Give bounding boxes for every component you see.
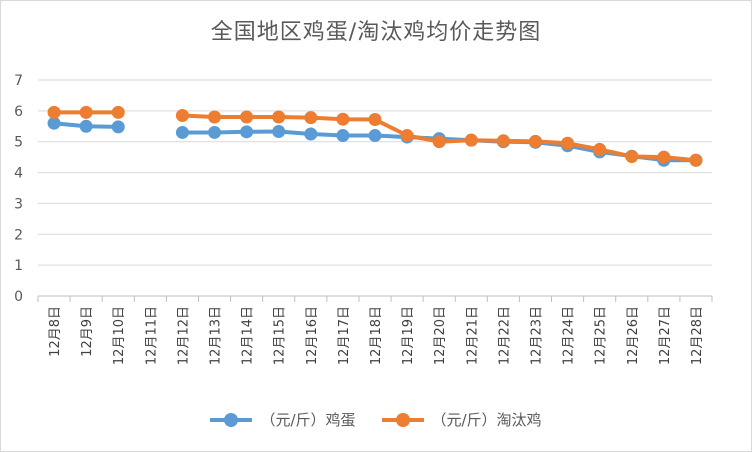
data-point (272, 125, 286, 139)
x-axis: 12月8日 12月9日 12月10日 12月11日 12月12日 12月13日 12月14日… (37, 296, 713, 365)
data-point (175, 108, 189, 122)
x-tick-label: 12月17日 (337, 306, 352, 365)
data-point (240, 125, 254, 139)
x-tick-label: 12月15日 (273, 306, 288, 365)
legend: （元/斤）鸡蛋 （元/斤）淘汰鸡 (0, 409, 752, 430)
y-axis: 0 1 2 3 4 5 6 7 (14, 73, 23, 305)
x-tick-label: 12月21日 (465, 306, 480, 365)
y-tick-label: 7 (14, 73, 23, 89)
chart-title: 全国地区鸡蛋/淘汰鸡均价走势图 (210, 20, 542, 45)
gridlines (38, 79, 712, 297)
data-point (336, 112, 350, 126)
x-tick-label: 12月14日 (241, 306, 256, 365)
x-tick-label: 12月8日 (48, 306, 63, 357)
x-tick-label: 12月11日 (144, 306, 159, 365)
x-tick-label: 12月25日 (594, 306, 609, 365)
data-point (625, 150, 639, 164)
data-point (432, 135, 446, 149)
legend-item-hens: （元/斤）淘汰鸡 (381, 409, 542, 430)
x-tick-label: 12月23日 (529, 306, 544, 365)
x-tick-label: 12月12日 (176, 306, 191, 365)
data-point (304, 111, 318, 125)
x-tick-label: 12月19日 (401, 306, 416, 365)
data-point (111, 120, 125, 134)
data-point (47, 105, 61, 119)
y-tick-label: 1 (14, 258, 23, 274)
data-point (304, 127, 318, 141)
legend-marker-hens (381, 412, 424, 427)
x-tick-label: 12月9日 (80, 306, 95, 357)
data-point (368, 129, 382, 143)
data-point (79, 119, 93, 133)
data-point (657, 150, 671, 164)
data-point (561, 136, 575, 150)
x-tick-label: 12月16日 (305, 306, 320, 365)
x-tick-label: 12月27日 (658, 306, 673, 365)
data-point (208, 110, 222, 124)
y-tick-label: 0 (14, 289, 23, 305)
y-tick-label: 6 (14, 104, 23, 120)
series-layer (47, 105, 703, 167)
data-point (208, 125, 222, 139)
y-tick-label: 5 (14, 135, 23, 151)
data-point (336, 129, 350, 143)
x-tick-label: 12月28日 (690, 306, 705, 365)
x-tick-label: 12月10日 (112, 306, 127, 365)
data-point (111, 105, 125, 119)
legend-label-eggs: （元/斤）鸡蛋 (260, 411, 356, 429)
data-point (496, 134, 510, 148)
data-point (79, 105, 93, 119)
data-point (400, 129, 414, 143)
y-tick-label: 4 (14, 166, 23, 182)
data-point (240, 110, 254, 124)
legend-marker-eggs (210, 412, 253, 427)
y-tick-label: 2 (14, 227, 23, 243)
x-tick-label: 12月20日 (433, 306, 448, 365)
data-point (528, 134, 542, 148)
data-point (175, 125, 189, 139)
x-tick-label: 12月24日 (562, 306, 577, 365)
x-tick-label: 12月13日 (209, 306, 224, 365)
data-point (272, 110, 286, 124)
x-tick-label: 12月22日 (497, 306, 512, 365)
legend-item-eggs: （元/斤）鸡蛋 (210, 409, 356, 430)
data-point (368, 112, 382, 126)
legend-label-hens: （元/斤）淘汰鸡 (431, 411, 542, 429)
x-tick-label: 12月18日 (369, 306, 384, 365)
y-tick-label: 3 (14, 196, 23, 212)
data-point (689, 153, 703, 167)
data-point (464, 133, 478, 147)
data-point (593, 142, 607, 156)
data-point (47, 116, 61, 130)
x-tick-label: 12月26日 (626, 306, 641, 365)
